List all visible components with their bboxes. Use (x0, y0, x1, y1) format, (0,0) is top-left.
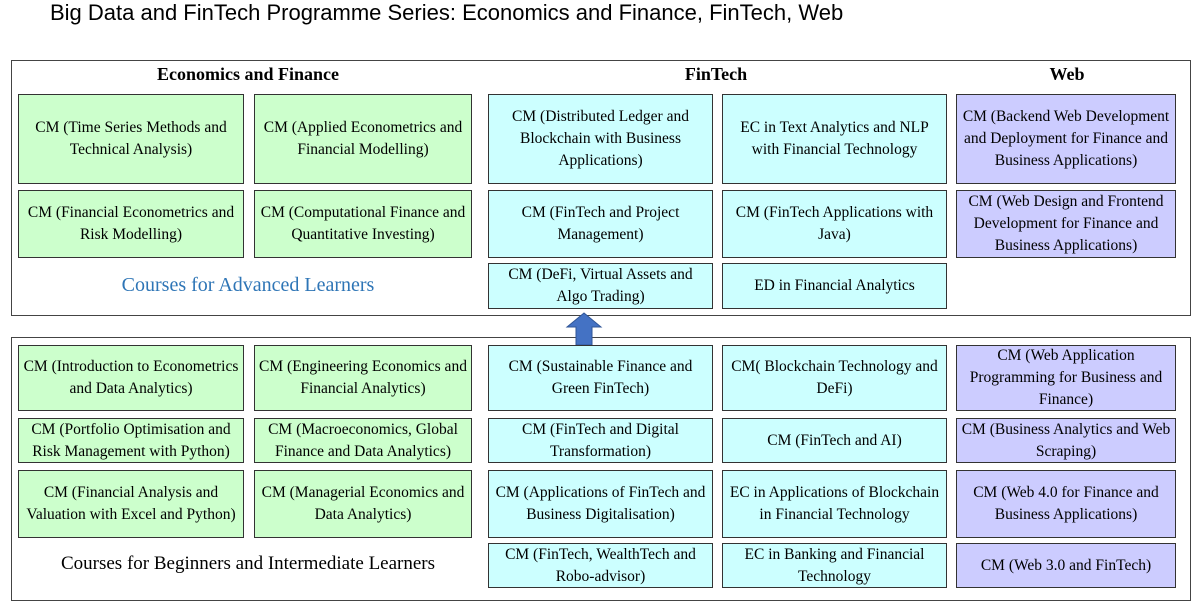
arrow-up-icon (565, 312, 603, 346)
course-box: CM (Applied Econometrics and Financial M… (254, 94, 472, 184)
header-economics: Economics and Finance (156, 64, 340, 84)
course-box: CM (Distributed Ledger and Blockchain wi… (488, 94, 713, 184)
beginner-panel (11, 337, 1191, 601)
course-box: CM (Web 4.0 for Finance and Business App… (956, 470, 1176, 538)
course-box: CM (Managerial Economics and Data Analyt… (254, 470, 472, 538)
course-box: CM (FinTech and Digital Transformation) (488, 418, 713, 463)
course-box: CM (Web Design and Frontend Development … (956, 190, 1176, 258)
course-box: CM (Computational Finance and Quantitati… (254, 190, 472, 258)
course-box: CM (FinTech and AI) (722, 418, 947, 463)
course-box: CM (FinTech Applications with Java) (722, 190, 947, 258)
course-box: CM (FinTech and Project Management) (488, 190, 713, 258)
course-box: CM (Time Series Methods and Technical An… (18, 94, 244, 184)
course-box: CM (Web 3.0 and FinTech) (956, 543, 1176, 588)
course-box: CM (Sustainable Finance and Green FinTec… (488, 345, 713, 411)
course-box: EC in Applications of Blockchain in Fina… (722, 470, 947, 538)
course-box: CM (Business Analytics and Web Scraping) (956, 418, 1176, 463)
course-box: EC in Banking and Financial Technology (722, 543, 947, 588)
course-box: CM (Financial Analysis and Valuation wit… (18, 470, 244, 538)
page-title: Big Data and FinTech Programme Series: E… (50, 0, 844, 25)
course-box: CM (DeFi, Virtual Assets and Algo Tradin… (488, 263, 713, 309)
course-box: CM (Web Application Programming for Busi… (956, 345, 1176, 411)
course-box: CM( Blockchain Technology and DeFi) (722, 345, 947, 411)
course-box: CM (Introduction to Econometrics and Dat… (18, 345, 244, 411)
course-box: CM (Financial Econometrics and Risk Mode… (18, 190, 244, 258)
advanced-panel (11, 60, 1191, 316)
course-box: ED in Financial Analytics (722, 263, 947, 309)
course-box: EC in Text Analytics and NLP with Financ… (722, 94, 947, 184)
beginner-label: Courses for Beginners and Intermediate L… (60, 553, 436, 574)
advanced-label: Courses for Advanced Learners (121, 274, 375, 296)
course-box: CM (Backend Web Development and Deployme… (956, 94, 1176, 184)
header-web: Web (1049, 64, 1085, 84)
course-box: CM (Portfolio Optimisation and Risk Mana… (18, 418, 244, 463)
header-fintech: FinTech (684, 64, 748, 84)
course-box: CM (Applications of FinTech and Business… (488, 470, 713, 538)
course-box: CM (Engineering Economics and Financial … (254, 345, 472, 411)
course-box: CM (Macroeconomics, Global Finance and D… (254, 418, 472, 463)
course-box: CM (FinTech, WealthTech and Robo-advisor… (488, 543, 713, 588)
